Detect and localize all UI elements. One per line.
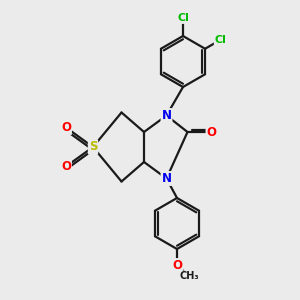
Text: N: N: [161, 109, 172, 122]
Text: Cl: Cl: [215, 35, 226, 45]
Text: O: O: [172, 259, 182, 272]
Text: CH₃: CH₃: [179, 271, 199, 281]
Text: S: S: [89, 140, 97, 154]
Text: O: O: [61, 121, 71, 134]
Text: Cl: Cl: [177, 13, 189, 23]
Text: O: O: [61, 160, 71, 173]
Text: O: O: [206, 125, 217, 139]
Text: N: N: [161, 172, 172, 185]
